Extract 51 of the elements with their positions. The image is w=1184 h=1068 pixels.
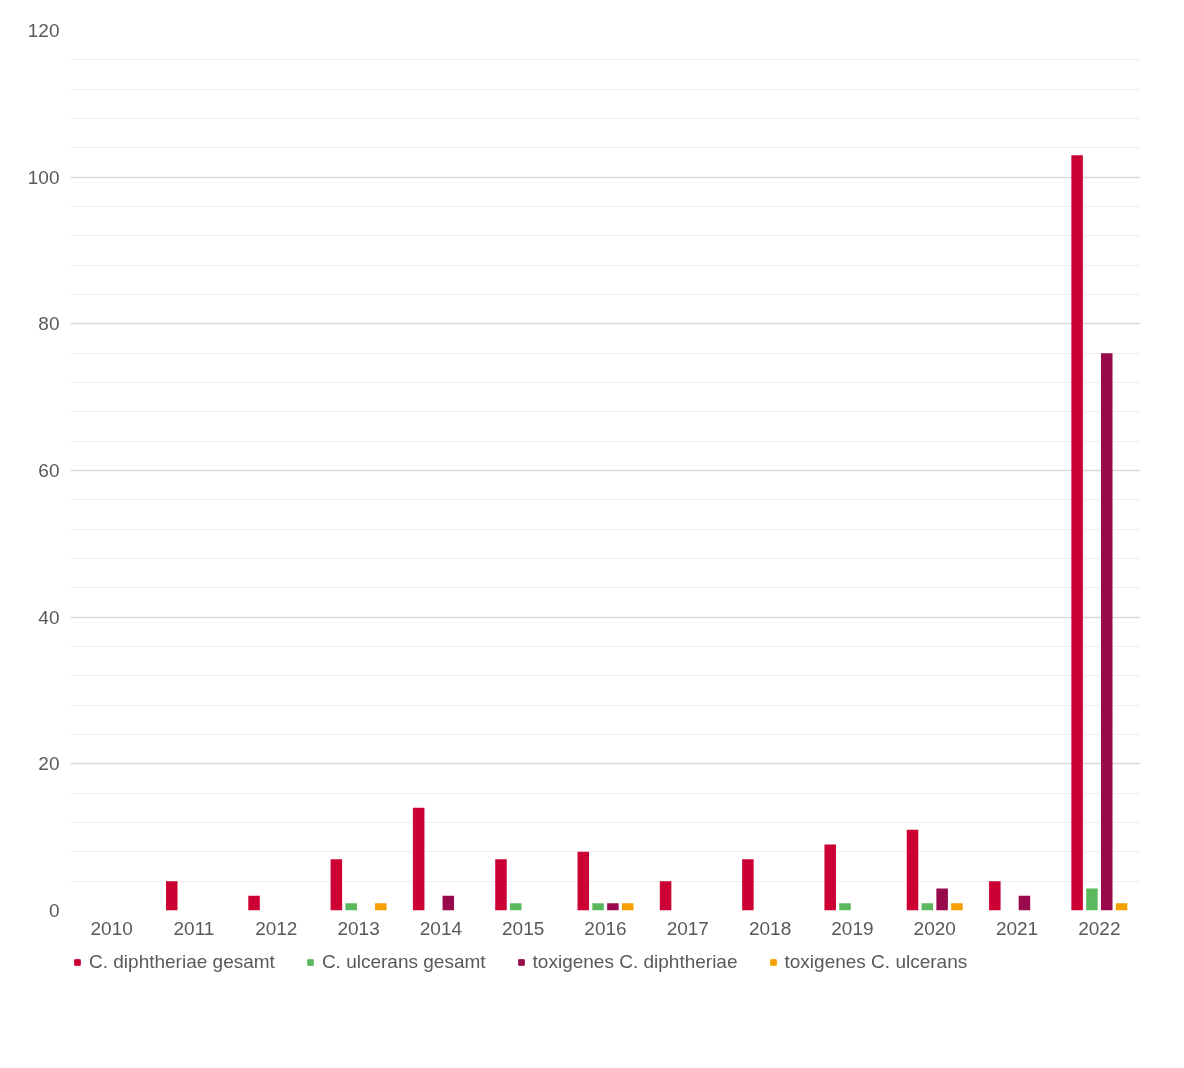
x-tick-label: 2018	[748, 917, 792, 939]
bar	[921, 903, 934, 911]
bar	[936, 888, 948, 911]
legend-label: C. diphtheriae gesamt	[89, 951, 275, 973]
bar	[824, 844, 836, 911]
x-tick-label: 2010	[90, 917, 133, 939]
x-tick-label: 2016	[584, 917, 627, 939]
bar	[345, 903, 357, 911]
bar	[1018, 895, 1031, 911]
x-tick-label: 2019	[831, 917, 874, 939]
y-tick-label: 100	[27, 166, 60, 188]
bar	[442, 895, 455, 911]
bar	[906, 829, 919, 911]
bar	[330, 859, 343, 911]
bar	[839, 903, 851, 911]
x-tick-label: 2015	[502, 917, 545, 939]
x-tick-label: 2013	[337, 917, 380, 939]
y-tick-label: 0	[48, 900, 60, 921]
bar	[510, 903, 522, 911]
x-tick-label: 2014	[419, 917, 463, 939]
bar	[375, 903, 387, 911]
x-tick-label: 2017	[666, 917, 709, 939]
x-tick-label: 2022	[1078, 917, 1121, 939]
bar	[742, 859, 754, 911]
x-tick-label: 2012	[255, 917, 298, 939]
y-tick-label: 80	[38, 313, 60, 335]
bar	[989, 881, 1001, 911]
legend-label: toxigenes C. ulcerans	[784, 951, 968, 973]
bar	[1100, 353, 1113, 911]
bar	[592, 903, 604, 911]
bar	[659, 881, 672, 911]
legend-label: C. ulcerans gesamt	[321, 951, 486, 973]
bar	[495, 859, 507, 911]
x-tick-label: 2011	[173, 917, 215, 939]
bar	[577, 851, 590, 911]
bar	[1086, 888, 1098, 911]
bar	[1071, 155, 1083, 911]
legend-label: toxigenes C. diphtheriae	[532, 951, 738, 973]
y-tick-label: 40	[38, 606, 60, 628]
y-tick-label: 60	[38, 460, 60, 481]
bar	[951, 903, 963, 911]
x-tick-label: 2020	[913, 917, 956, 939]
x-tick-label: 2021	[995, 917, 1039, 939]
y-tick-label: 120	[27, 20, 60, 41]
bar	[248, 895, 260, 911]
bar	[621, 903, 634, 911]
bar	[165, 881, 178, 911]
bar	[1115, 903, 1128, 911]
bar	[412, 807, 425, 911]
y-tick-label: 20	[38, 753, 60, 775]
bar	[607, 903, 619, 911]
